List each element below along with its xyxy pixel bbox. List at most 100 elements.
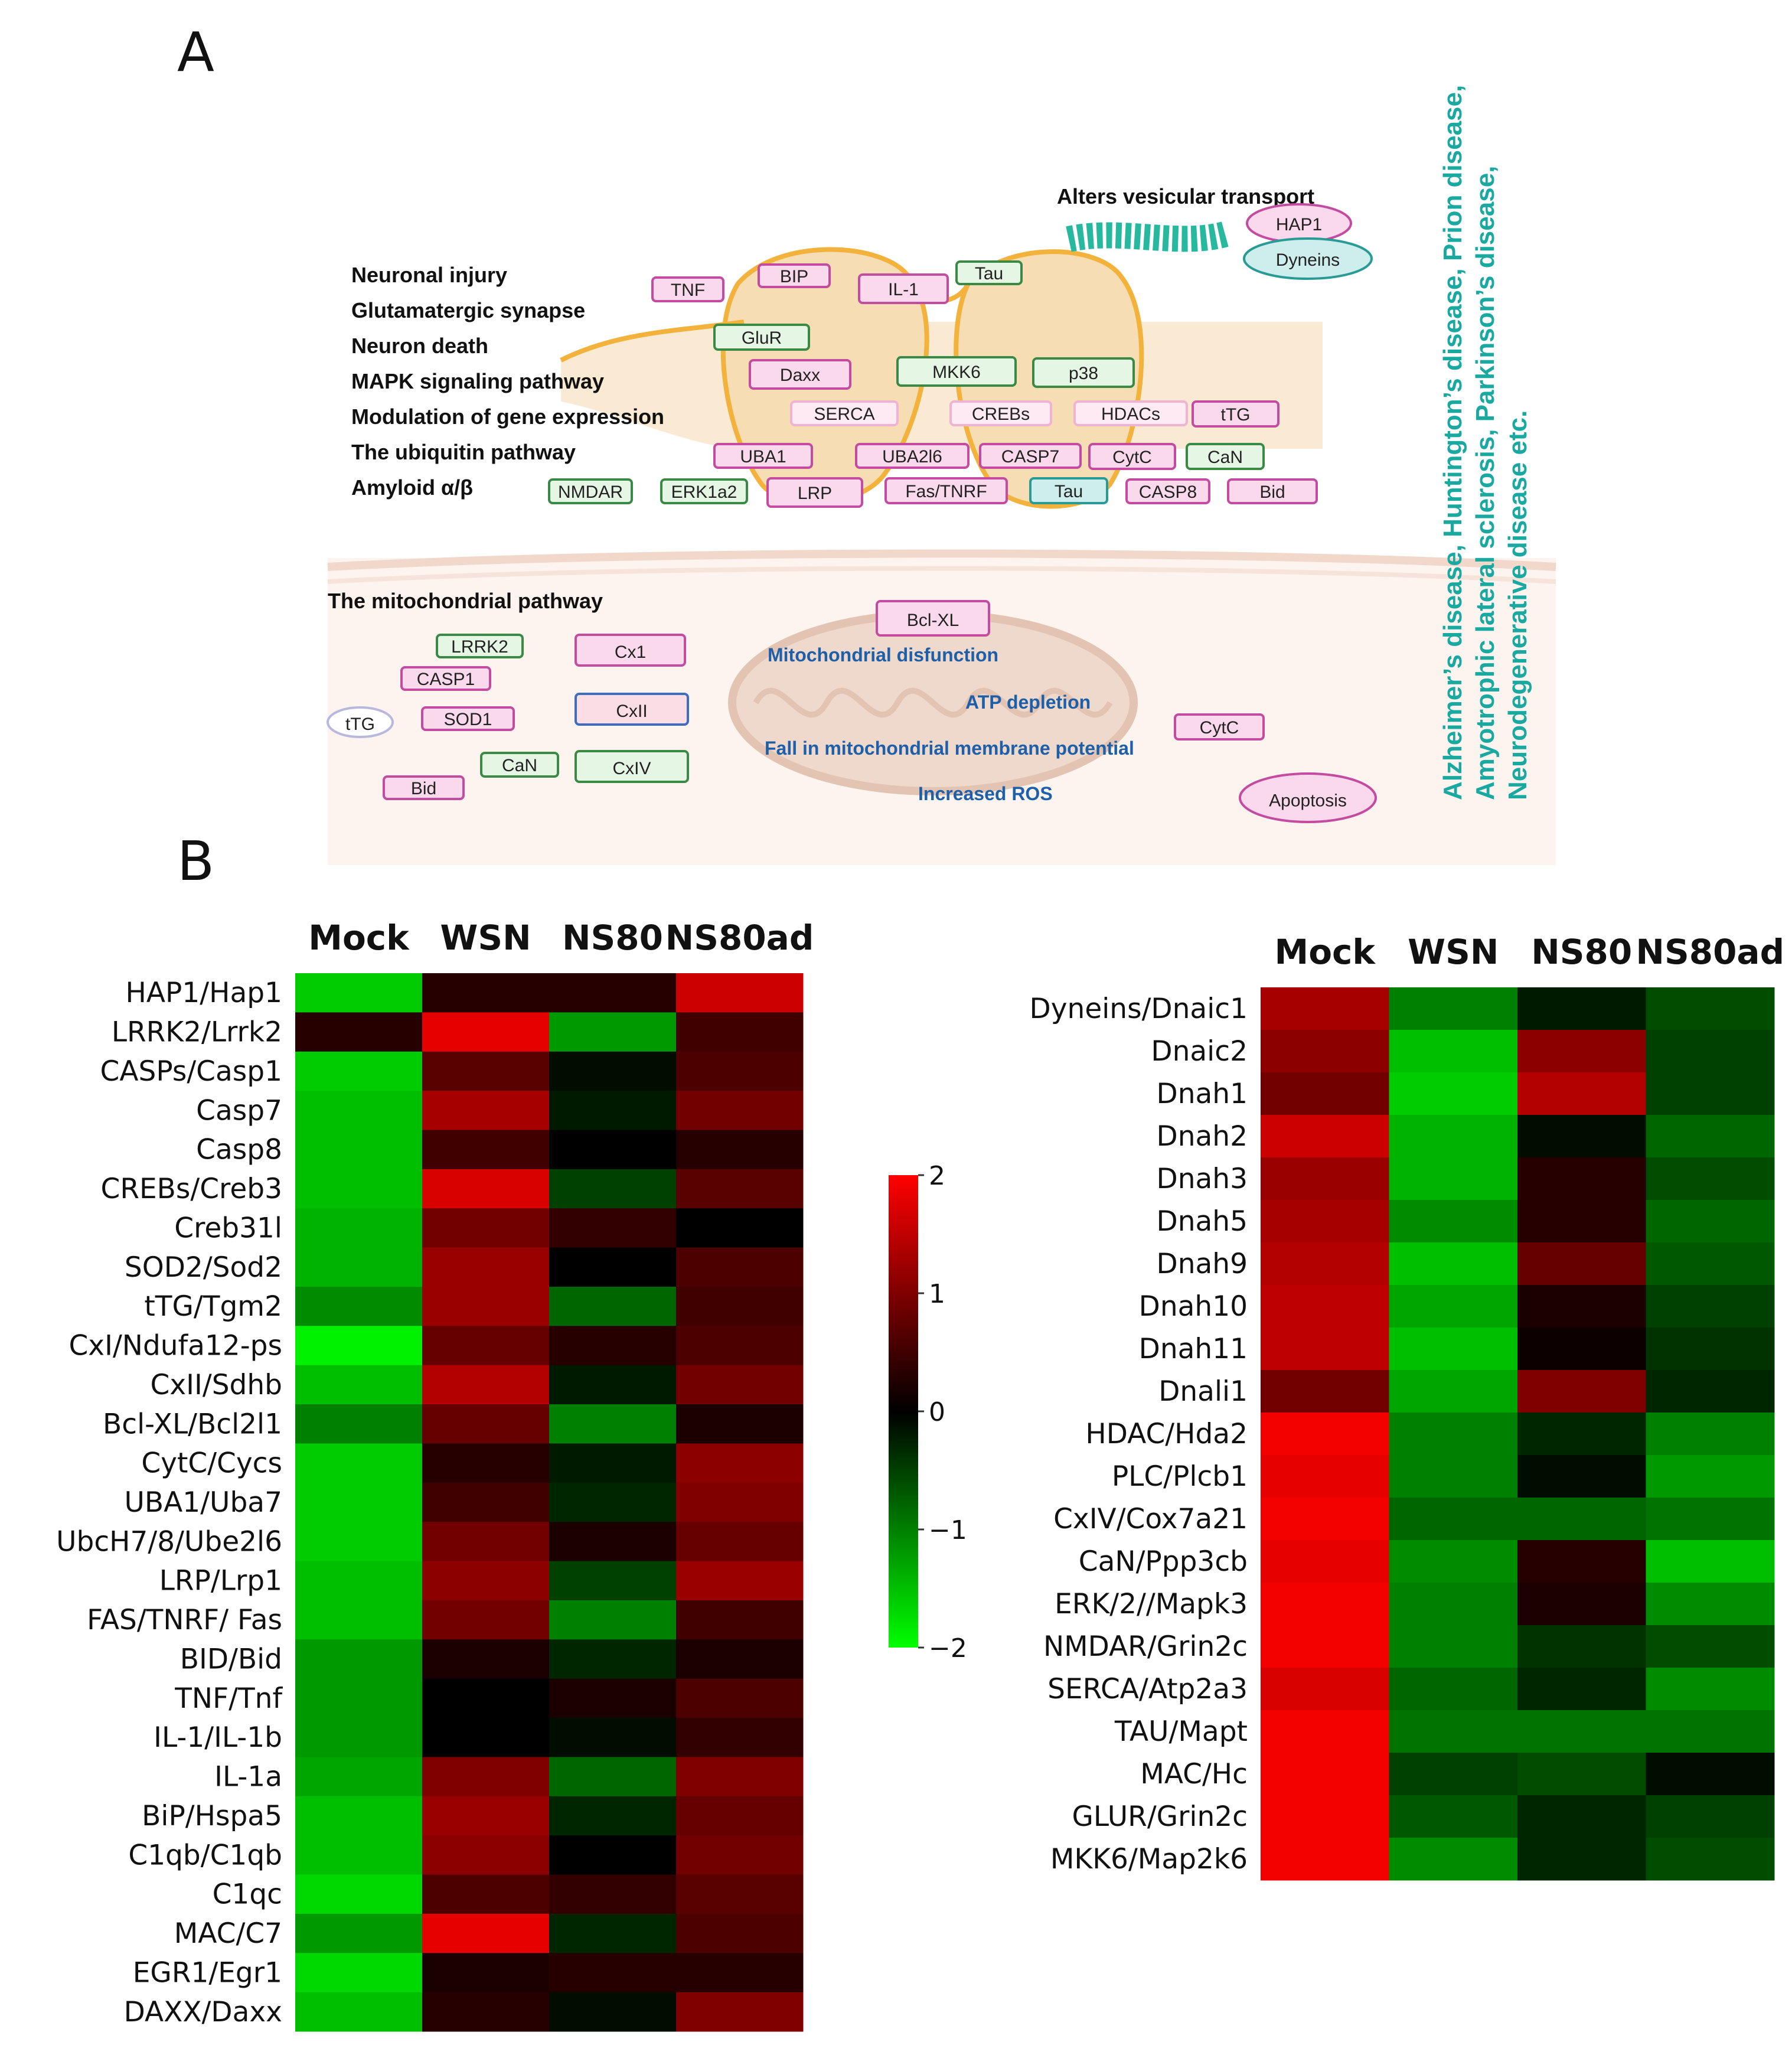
- heatmap-cell: [1389, 1455, 1518, 1498]
- node-label: Tau: [975, 264, 1003, 283]
- heatmap-cell: [676, 1992, 804, 2032]
- heatmap-row-label: ERK/2//Mapk3: [1055, 1588, 1248, 1620]
- heatmap-cell: [1389, 1625, 1518, 1668]
- heatmap-row-label: Bcl-XL/Bcl2l1: [103, 1408, 282, 1440]
- node-box: [896, 356, 1017, 387]
- heatmap-cell: [549, 1443, 677, 1483]
- heatmap-row-label: LRP/Lrp1: [159, 1565, 282, 1597]
- node-label: ERK1a2: [671, 482, 737, 502]
- node-label: Bid: [411, 779, 436, 798]
- pathway-label: Glutamatergic synapse: [351, 298, 585, 322]
- heatmap-row-label: TAU/Mapt: [1114, 1715, 1248, 1748]
- node-box: [876, 600, 990, 637]
- colorbar: 2 1 0 −1 −2: [889, 1161, 967, 1663]
- heatmap-cell: [1646, 987, 1775, 1030]
- heatmap-cell: [422, 973, 550, 1013]
- heatmap-row-label: Dnah1: [1157, 1078, 1248, 1110]
- heatmap-row-label: CytC/Cycs: [141, 1447, 282, 1480]
- heatmap-cell: [422, 1091, 550, 1130]
- heatmap-cell: [676, 1404, 804, 1444]
- mito-node: CytC: [1174, 713, 1265, 741]
- synapse-node: LRP: [766, 477, 863, 508]
- heatmap-cell: [549, 1796, 677, 1836]
- heatmap-cell: [676, 1443, 804, 1483]
- heatmap-cell: [1261, 1072, 1389, 1115]
- heatmap-cell: [422, 1051, 550, 1091]
- pathway-label: The ubiquitin pathway: [351, 440, 576, 464]
- node-label: CxIV: [612, 759, 651, 778]
- heatmap-right: Mock WSN NS80 NS80ad Dyneins/Dnaic1 Dnaic2 Dna…: [1030, 932, 1784, 1881]
- heatmap-column-label: NS80ad: [1636, 932, 1784, 972]
- heatmap-row-label: MKK6/Map2k6: [1050, 1843, 1248, 1875]
- pathway-labels: Neuronal injury Glutamatergic synapse Neur…: [351, 263, 664, 500]
- mito-node: LRRK2: [436, 634, 524, 658]
- synapse-node: Bid: [1227, 478, 1318, 504]
- node-box: [758, 263, 831, 288]
- heatmap-cell: [1646, 1115, 1775, 1158]
- heatmap-row-label: DAXX/Daxx: [124, 1996, 282, 2028]
- heatmap-row-label: C1qb/C1qb: [128, 1839, 282, 1871]
- node-label: CREBs: [972, 405, 1030, 424]
- heatmap-cell: [1389, 1498, 1518, 1541]
- node-label: LRP: [798, 484, 832, 503]
- node-box: [713, 443, 813, 469]
- mito-node: Bcl-XL: [876, 600, 990, 637]
- heatmap-cell: [1389, 1242, 1518, 1286]
- heatmap-cell: [549, 973, 677, 1013]
- heatmap-row-label: HAP1/Hap1: [126, 977, 282, 1009]
- heatmap-row-label: CASPs/Casp1: [100, 1055, 282, 1088]
- heatmap-cell: [295, 1600, 423, 1640]
- heatmap-row-label: Dnah9: [1157, 1248, 1248, 1280]
- heatmap-cell: [1389, 1795, 1518, 1838]
- heatmap-cell: [1517, 1115, 1646, 1158]
- node-label: CaN: [1207, 448, 1243, 467]
- synapse-nodes: TNF BIP IL-1 Tau GluR Daxx MKK6 p38 SERCA CREBs HD…: [548, 203, 1373, 508]
- mito-nodes: LRRK2 CASP1 tTG SOD1 Bid CaN Cx1 CxII CxIV Bcl-XL…: [327, 600, 1377, 823]
- heatmap-cell: [676, 1208, 804, 1248]
- heatmap-cell: [1389, 1710, 1518, 1753]
- heatmap-cell: [676, 1835, 804, 1875]
- heatmap-cell: [422, 1130, 550, 1170]
- heatmap-cell: [676, 1091, 804, 1130]
- synapse-node: p38: [1032, 357, 1135, 388]
- heatmap-row-label: CaN/Ppp3cb: [1079, 1545, 1248, 1578]
- heatmap-column-label: NS80: [1531, 932, 1632, 972]
- heatmap-cell: [676, 1718, 804, 1757]
- disease-list: Alzheimer’s disease, Huntington’s diseas…: [1438, 85, 1532, 800]
- node-box: [766, 477, 863, 508]
- heatmap-cell: [1517, 1030, 1646, 1073]
- colorbar-tick-label: 1: [929, 1279, 945, 1309]
- node-label: UBA2l6: [882, 447, 942, 467]
- heatmap-cell: [295, 1130, 423, 1170]
- heatmap-cell: [1261, 1327, 1389, 1371]
- heatmap-cell: [422, 1992, 550, 2032]
- heatmap-row-label: GLUR/Grin2c: [1072, 1800, 1248, 1833]
- heatmap-cell: [422, 1796, 550, 1836]
- heatmap-row-label: MAC/Hc: [1140, 1758, 1248, 1790]
- node-label: Daxx: [780, 366, 820, 385]
- heatmap-row-label: BID/Bid: [180, 1643, 282, 1675]
- heatmap-cell: [1261, 1753, 1389, 1796]
- heatmap-cell: [1261, 1710, 1389, 1753]
- heatmap-cell: [1261, 1795, 1389, 1838]
- heatmap-cell: [1389, 1540, 1518, 1583]
- hap1-label: HAP1: [1276, 215, 1322, 234]
- heatmap-cell: [1517, 1242, 1646, 1286]
- heatmap-cell: [676, 973, 804, 1013]
- heatmap-row-label: TNF/Tnf: [174, 1682, 283, 1715]
- heatmap-row-label: Dnah10: [1139, 1290, 1248, 1323]
- heatmap-cell: [295, 1482, 423, 1522]
- heatmap-cell: [1646, 1838, 1775, 1881]
- heatmap-cell: [422, 1443, 550, 1483]
- heatmap-cell: [422, 1718, 550, 1757]
- node-box: [884, 477, 1008, 504]
- heatmap-cell: [295, 1443, 423, 1483]
- synapse-node: SERCA: [790, 400, 899, 426]
- heatmap-cell: [295, 1953, 423, 1993]
- heatmap-cell: [1517, 987, 1646, 1030]
- heatmap-row-label: CxII/Sdhb: [151, 1369, 282, 1401]
- node-label: MKK6: [932, 363, 981, 382]
- heatmap-row-label: EGR1/Egr1: [133, 1956, 282, 1989]
- node-box: [955, 260, 1023, 285]
